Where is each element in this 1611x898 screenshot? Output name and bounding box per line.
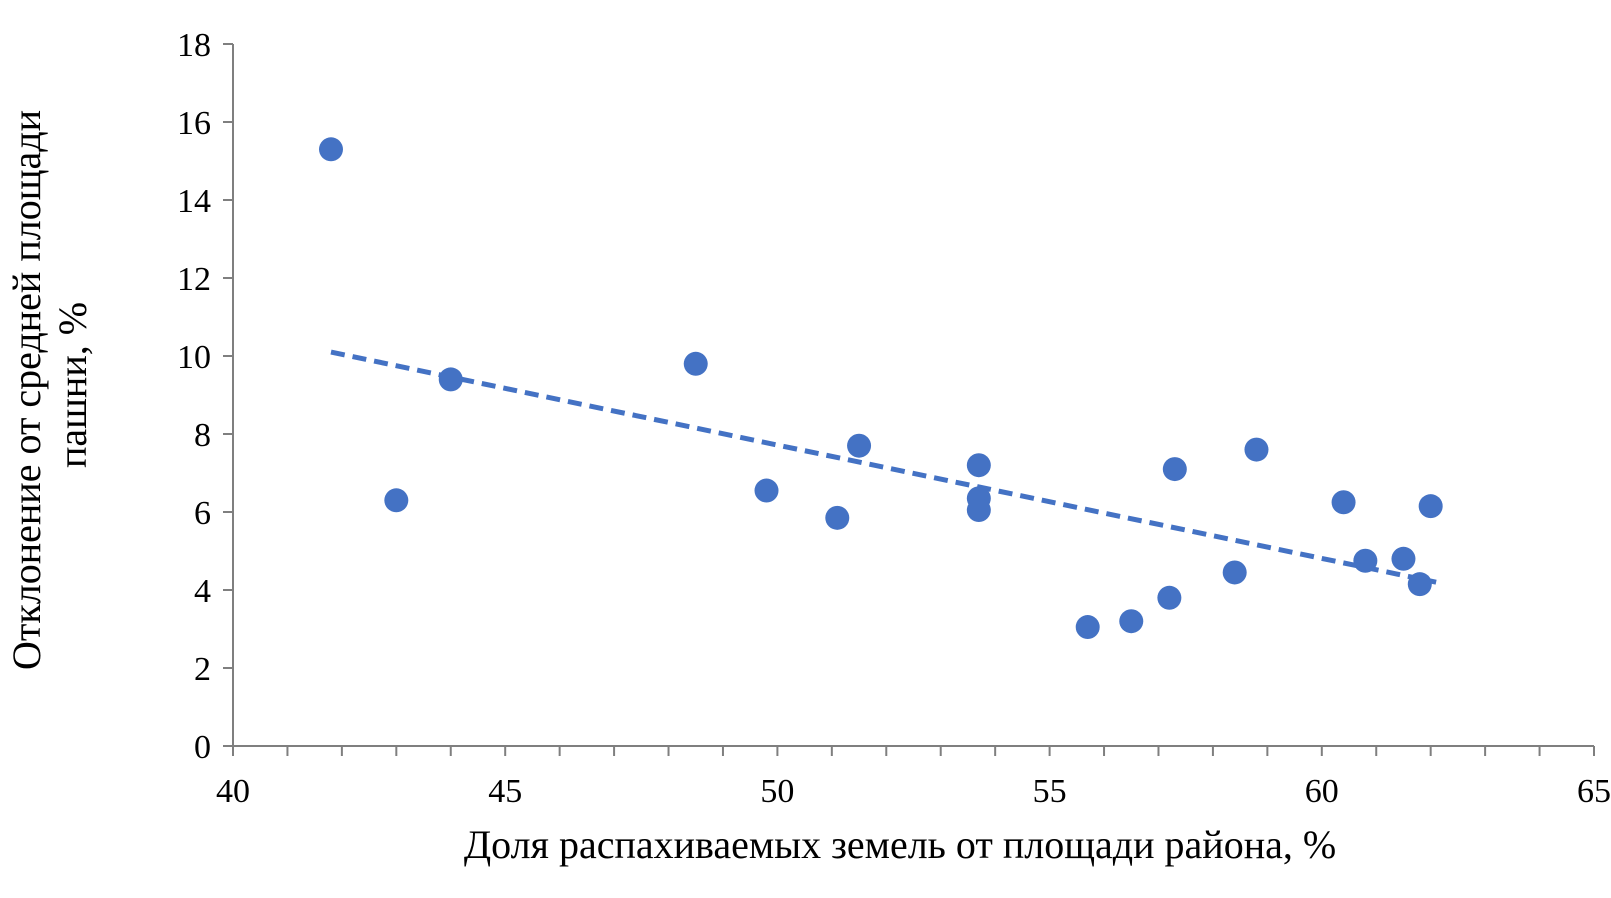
x-tick-label: 55	[1033, 773, 1067, 810]
points-group	[318, 137, 1443, 640]
data-point	[1244, 437, 1269, 462]
data-point	[1157, 585, 1182, 610]
y-tick-label: 18	[177, 27, 211, 64]
x-tick-label: 45	[488, 773, 522, 810]
data-point	[966, 498, 991, 523]
trendline-group	[330, 349, 1437, 585]
y-tick-label: 8	[194, 417, 211, 454]
data-point	[1353, 548, 1378, 573]
y-axis-title-line-1: Отклонение от средней площади	[4, 110, 49, 670]
data-point	[966, 453, 991, 478]
x-tick-label: 60	[1305, 773, 1339, 810]
data-point	[1418, 494, 1443, 519]
y-tick-label: 0	[194, 729, 211, 766]
data-point	[1162, 457, 1187, 482]
y-tick-label: 16	[177, 105, 211, 142]
data-point	[1119, 609, 1144, 634]
data-point	[1075, 615, 1100, 640]
trendline	[330, 349, 1437, 585]
y-tick-label: 6	[194, 495, 211, 532]
data-point	[1331, 490, 1356, 515]
data-point	[825, 505, 850, 530]
data-point	[754, 478, 779, 503]
y-tick-label: 14	[177, 183, 211, 220]
axes	[232, 44, 1594, 747]
data-point	[683, 351, 708, 376]
data-point	[1391, 546, 1416, 571]
y-axis-title-line-2: пашни, %	[50, 302, 95, 468]
x-tick-label: 65	[1577, 773, 1611, 810]
x-axis-title: Доля распахиваемых земель от площади рай…	[464, 822, 1336, 867]
x-tick-label: 40	[216, 773, 250, 810]
data-point	[318, 137, 343, 162]
y-tick-label: 4	[194, 573, 211, 610]
data-point	[438, 367, 463, 392]
x-tick-label: 50	[760, 773, 794, 810]
y-tick-label: 2	[194, 651, 211, 688]
ticks: 0 2 4 6 8 10 12 14 16 18 40 45 50 55 60 65	[177, 27, 1611, 810]
y-axis-title: Отклонение от средней площади пашни, %	[4, 100, 95, 670]
data-point	[1407, 572, 1432, 597]
y-tick-label: 10	[177, 339, 211, 376]
y-tick-label: 12	[177, 261, 211, 298]
data-point	[384, 488, 409, 513]
data-point	[1222, 560, 1247, 585]
data-point	[847, 433, 872, 458]
